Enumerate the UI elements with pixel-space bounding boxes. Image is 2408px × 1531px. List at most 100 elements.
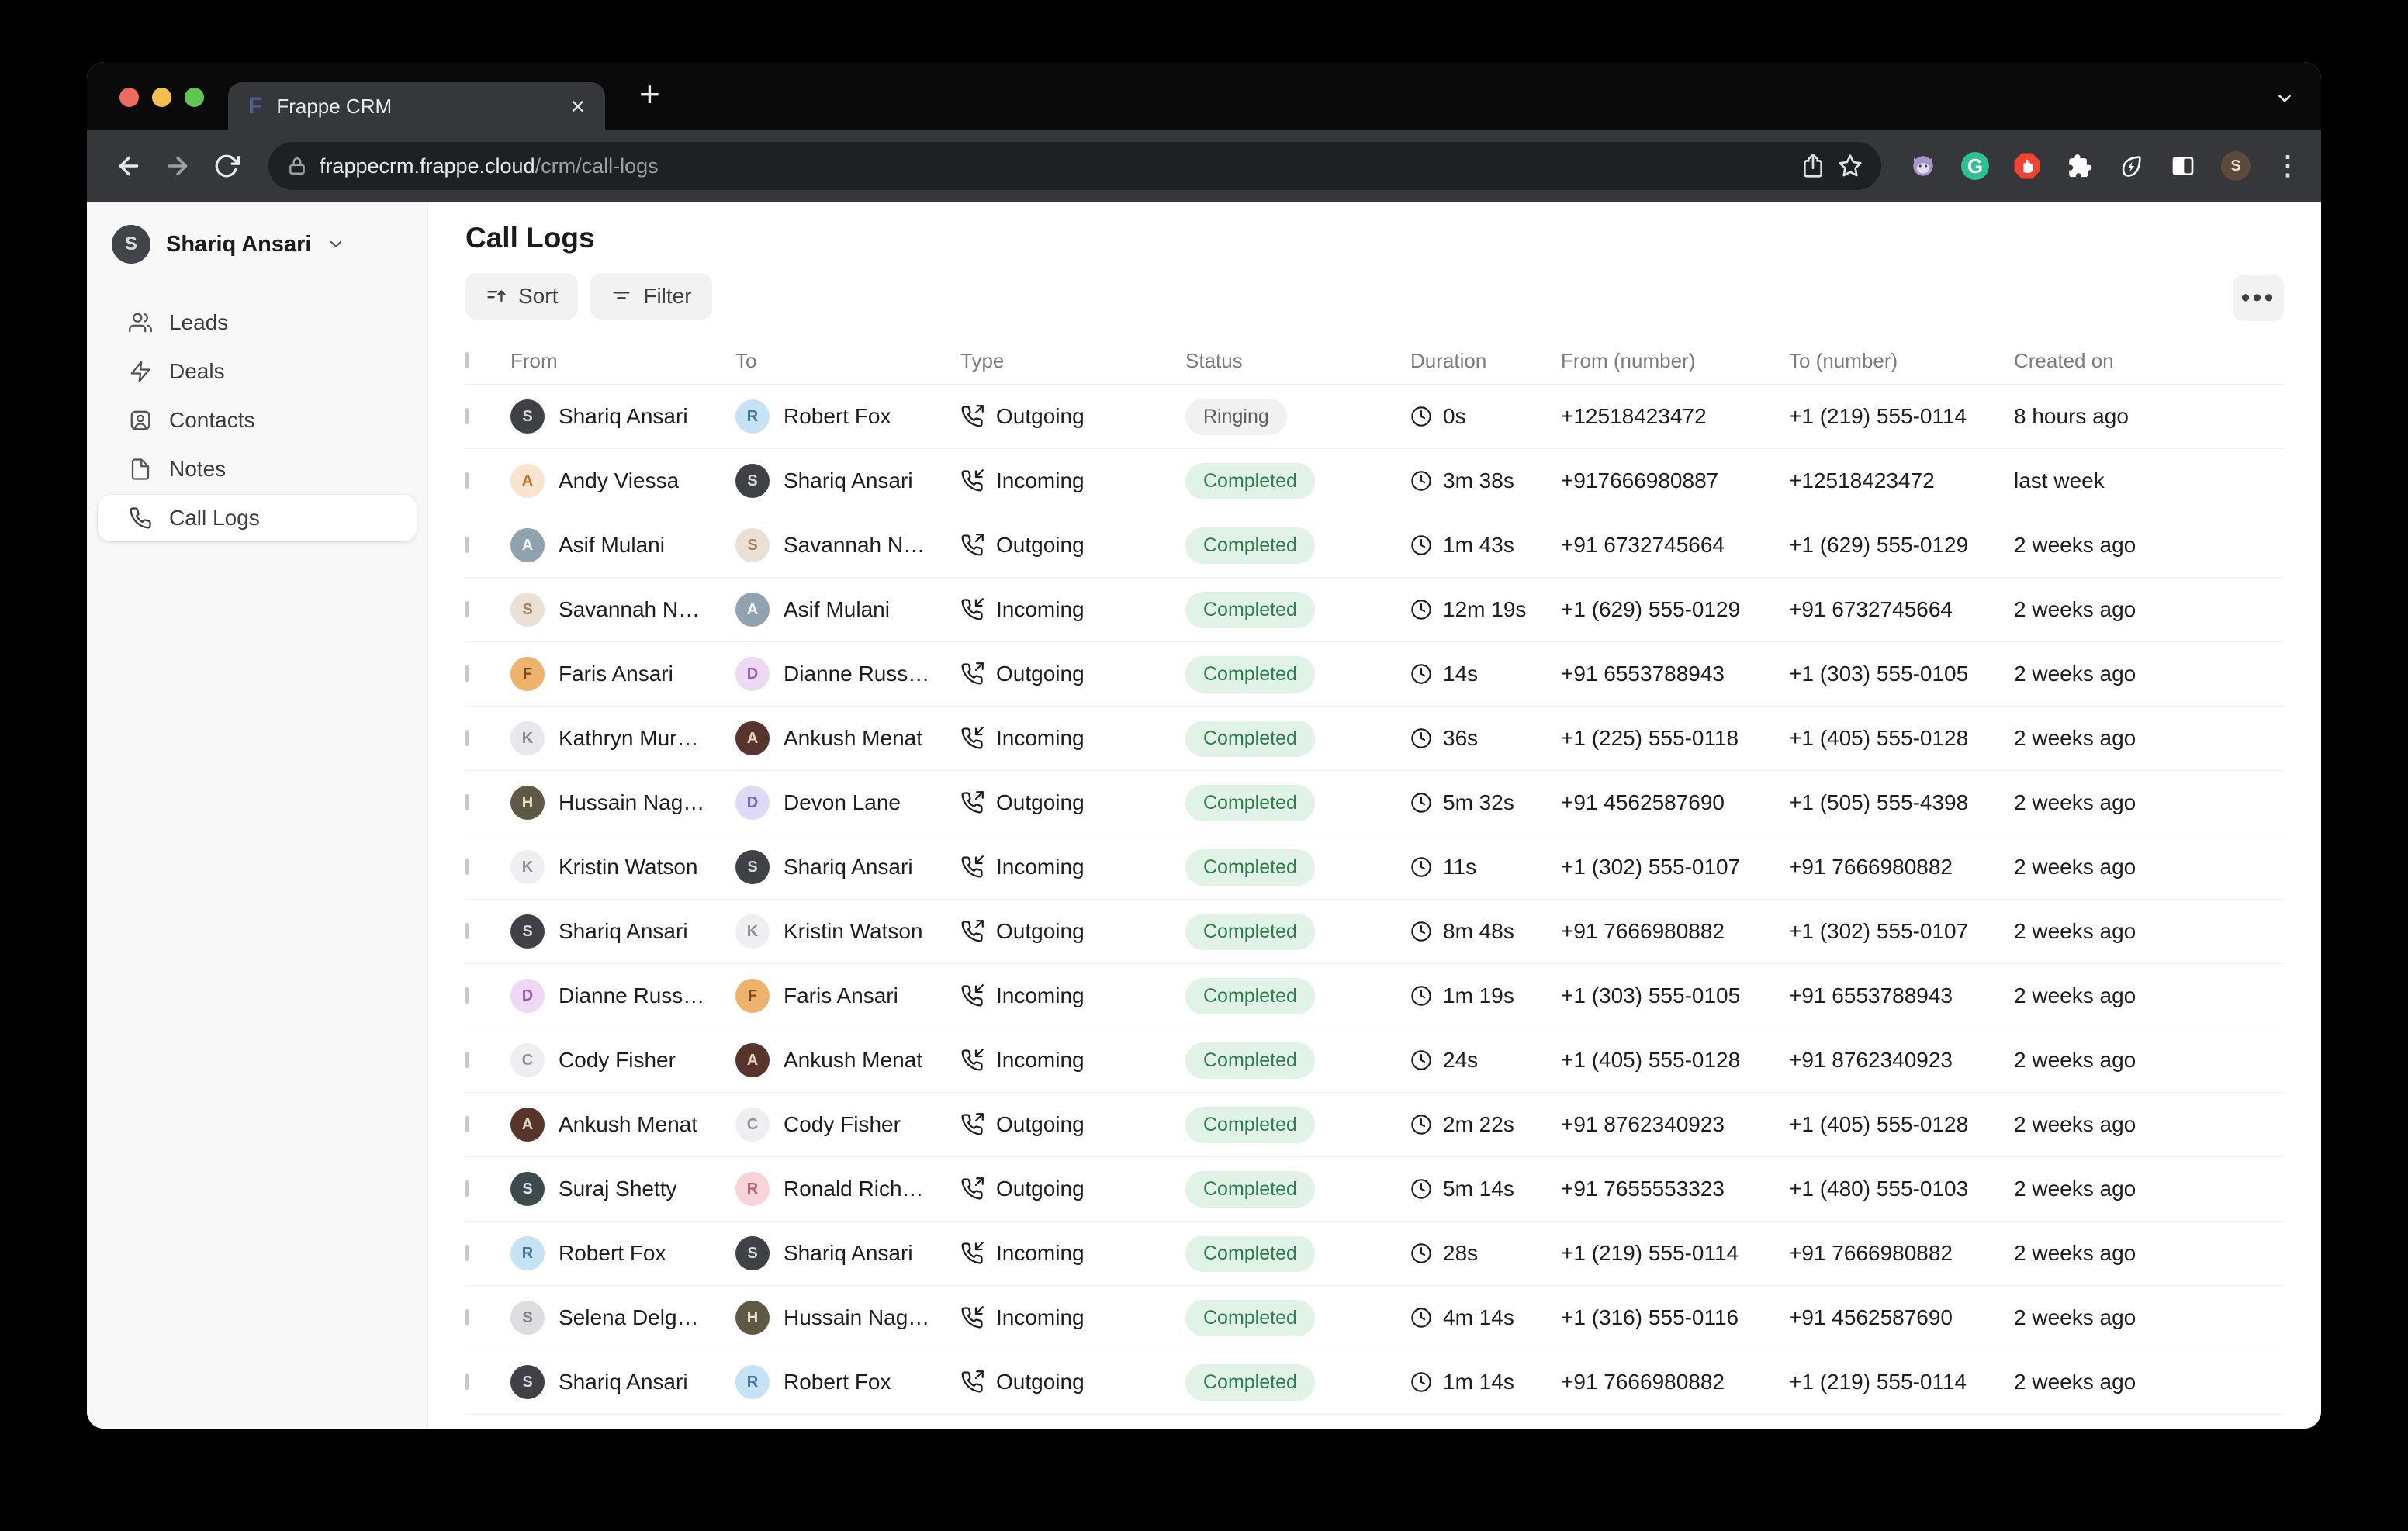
app-body: S Shariq Ansari Leads Deals Contacts xyxy=(87,202,2321,1429)
table-row-partial[interactable] xyxy=(465,1415,2284,1429)
row-checkbox[interactable] xyxy=(465,1309,469,1325)
browser-menu-icon[interactable]: ⋮ xyxy=(2274,151,2301,181)
table-row[interactable]: H Hussain Nag… D Devon Lane Outgoing Complete… xyxy=(465,771,2284,835)
tab-search-chevron-icon[interactable] xyxy=(2275,88,2295,109)
share-icon[interactable] xyxy=(1801,154,1825,178)
status-badge: Completed xyxy=(1185,1106,1315,1143)
receiver-cell: K Kristin Watson xyxy=(735,914,960,949)
table-row[interactable]: R Robert Fox S Shariq Ansari Incoming Complet… xyxy=(465,1222,2284,1286)
avatar: S xyxy=(735,528,770,562)
caller-cell: H Hussain Nag… xyxy=(510,786,735,820)
new-tab-button[interactable]: + xyxy=(639,74,660,114)
table-row[interactable]: S Shariq Ansari R Robert Fox Outgoing Complet… xyxy=(465,1350,2284,1415)
row-checkbox[interactable] xyxy=(465,1052,469,1068)
url-host: frappecrm.frappe.cloud xyxy=(319,154,535,178)
row-checkbox[interactable] xyxy=(465,408,469,424)
sidebar-extension-icon[interactable] xyxy=(2169,152,2197,180)
row-checkbox[interactable] xyxy=(465,537,469,553)
status-badge: Completed xyxy=(1185,977,1315,1014)
zoom-window-button[interactable] xyxy=(185,88,204,107)
table-row[interactable]: S Shariq Ansari K Kristin Watson Outgoing Com… xyxy=(465,900,2284,964)
status-badge: Completed xyxy=(1185,1170,1315,1208)
row-checkbox[interactable] xyxy=(465,1116,469,1132)
table-row[interactable]: S Savannah N… A Asif Mulani Incoming Complete… xyxy=(465,578,2284,642)
duration-cell: 14s xyxy=(1410,662,1561,686)
sidebar-item-contacts[interactable]: Contacts xyxy=(98,397,417,444)
darkreader-leaf-icon[interactable] xyxy=(2117,152,2145,180)
tab-close-icon[interactable]: × xyxy=(570,92,585,120)
caller-name: Shariq Ansari xyxy=(559,404,688,428)
table-row[interactable]: D Dianne Russ… F Faris Ansari Incoming Comple… xyxy=(465,964,2284,1028)
row-checkbox[interactable] xyxy=(465,601,469,617)
table-row[interactable]: S Suraj Shetty R Ronald Rich… Outgoing Comple… xyxy=(465,1157,2284,1222)
table-row[interactable]: S Selena Delg… H Hussain Nag… Incoming Comple… xyxy=(465,1286,2284,1350)
call-type-label: Incoming xyxy=(996,983,1085,1007)
sidebar-item-notes[interactable]: Notes xyxy=(98,446,417,492)
caller-cell: D Dianne Russ… xyxy=(510,979,735,1013)
reload-button[interactable] xyxy=(206,144,248,188)
sort-icon xyxy=(487,290,506,302)
receiver-cell: F Faris Ansari xyxy=(735,979,960,1013)
close-window-button[interactable] xyxy=(119,88,139,107)
phone-incoming-icon xyxy=(960,855,984,879)
row-checkbox[interactable] xyxy=(465,1245,469,1261)
avatar: H xyxy=(735,1301,770,1335)
browser-tab[interactable]: F Frappe CRM × xyxy=(228,82,605,130)
call-type-cell: Outgoing xyxy=(960,1370,1185,1394)
table-header-row: From To Type Status Duration From (number) To … xyxy=(465,337,2284,385)
table-row[interactable]: K Kristin Watson S Shariq Ansari Incoming Com… xyxy=(465,835,2284,900)
duration-cell: 3m 38s xyxy=(1410,468,1561,493)
caller-name: Kristin Watson xyxy=(559,855,698,879)
sidebar-item-deals[interactable]: Deals xyxy=(98,348,417,395)
receiver-name: Robert Fox xyxy=(784,1370,891,1394)
row-checkbox[interactable] xyxy=(465,859,469,875)
select-all-checkbox[interactable] xyxy=(465,352,469,368)
user-menu[interactable]: S Shariq Ansari xyxy=(98,217,417,271)
phone-incoming-icon xyxy=(960,1242,984,1265)
status-badge: Completed xyxy=(1185,1042,1315,1079)
more-options-button[interactable]: ••• xyxy=(2233,275,2284,321)
table-row[interactable]: A Asif Mulani S Savannah N… Outgoing Complete… xyxy=(465,513,2284,578)
table-row[interactable]: A Andy Viessa S Shariq Ansari Incoming Comple… xyxy=(465,449,2284,513)
back-button[interactable] xyxy=(107,144,150,188)
github-octocat-icon[interactable] xyxy=(1909,152,1937,180)
table-row[interactable]: S Shariq Ansari R Robert Fox Outgoing Ringing… xyxy=(465,385,2284,449)
sort-label: Sort xyxy=(518,284,559,308)
row-checkbox[interactable] xyxy=(465,730,469,746)
row-checkbox[interactable] xyxy=(465,1180,469,1197)
url-bar[interactable]: frappecrm.frappe.cloud/crm/call-logs xyxy=(268,142,1881,190)
sidebar-item-call-logs[interactable]: Call Logs xyxy=(98,495,417,541)
adblock-icon[interactable] xyxy=(2013,152,2041,180)
avatar: C xyxy=(510,1043,545,1077)
sort-button[interactable]: Sort xyxy=(465,273,579,320)
forward-button[interactable] xyxy=(156,144,199,188)
avatar: H xyxy=(510,786,545,820)
avatar: R xyxy=(735,1172,770,1206)
row-checkbox[interactable] xyxy=(465,923,469,939)
duration-cell: 5m 14s xyxy=(1410,1177,1561,1201)
table-row[interactable]: C Cody Fisher A Ankush Menat Incoming Complet… xyxy=(465,1028,2284,1093)
receiver-cell: S Savannah N… xyxy=(735,528,960,562)
row-checkbox[interactable] xyxy=(465,665,469,682)
duration-cell: 1m 43s xyxy=(1410,533,1561,558)
receiver-name: Ankush Menat xyxy=(784,726,922,750)
grammarly-icon[interactable]: G xyxy=(1960,152,1989,180)
row-checkbox[interactable] xyxy=(465,794,469,810)
row-checkbox[interactable] xyxy=(465,1374,469,1390)
created-value: 2 weeks ago xyxy=(2014,1112,2136,1136)
table-row[interactable]: A Ankush Menat C Cody Fisher Outgoing Complet… xyxy=(465,1093,2284,1157)
clock-icon xyxy=(1410,1049,1432,1071)
browser-profile-avatar[interactable]: S xyxy=(2220,151,2251,181)
row-checkbox[interactable] xyxy=(465,472,469,489)
extensions-puzzle-icon[interactable] xyxy=(2065,152,2093,180)
row-checkbox[interactable] xyxy=(465,987,469,1004)
table-row[interactable]: K Kathryn Mur… A Ankush Menat Incoming Comple… xyxy=(465,707,2284,771)
table-row[interactable]: F Faris Ansari D Dianne Russ… Outgoing Comple… xyxy=(465,642,2284,707)
filter-button[interactable]: Filter xyxy=(590,273,712,320)
bookmark-star-icon[interactable] xyxy=(1838,154,1863,178)
created-value: 2 weeks ago xyxy=(2014,726,2136,750)
sidebar-item-leads[interactable]: Leads xyxy=(98,299,417,346)
minimize-window-button[interactable] xyxy=(152,88,171,107)
receiver-name: Faris Ansari xyxy=(784,983,898,1007)
avatar: S xyxy=(735,464,770,498)
